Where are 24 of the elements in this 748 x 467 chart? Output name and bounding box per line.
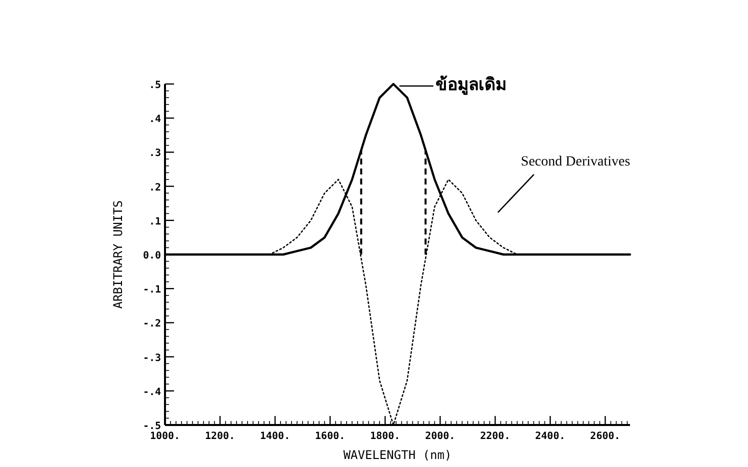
text: Second Derivatives xyxy=(520,154,630,170)
x-tick-label: 1600. xyxy=(315,431,346,442)
x-tick-label: 1000. xyxy=(150,431,180,442)
y-tick-label: .3 xyxy=(148,148,161,160)
x-tick-label: 2400. xyxy=(535,431,566,442)
x-tick-label: 2600. xyxy=(590,431,620,442)
y-tick-label: -.3 xyxy=(142,352,161,364)
x-tick-label: 2200. xyxy=(480,431,510,442)
y-tick-label: .5 xyxy=(148,80,161,91)
y-tick-label: .1 xyxy=(148,216,161,228)
x-axis-title: WAVELENGTH (nm) xyxy=(343,448,452,462)
y-tick-label: .2 xyxy=(148,182,161,194)
y-tick-label: -.4 xyxy=(142,386,161,398)
y-axis-title: ARBITRARY UNITS xyxy=(111,200,125,309)
y-tick-label: -.2 xyxy=(142,318,161,330)
x-tick-label: 1400. xyxy=(260,431,290,442)
x-tick-label: 2000. xyxy=(425,431,456,442)
x-tick-label: 1200. xyxy=(204,431,236,442)
y-tick-label: -.5 xyxy=(142,421,161,432)
legend-label: ข้อมูลเดิม xyxy=(435,75,506,96)
y-tick-label: -.1 xyxy=(142,284,161,296)
y-tick-label: 0.0 xyxy=(142,250,161,262)
y-tick-label: .4 xyxy=(148,114,161,126)
x-tick-label: 1800. xyxy=(370,431,400,442)
